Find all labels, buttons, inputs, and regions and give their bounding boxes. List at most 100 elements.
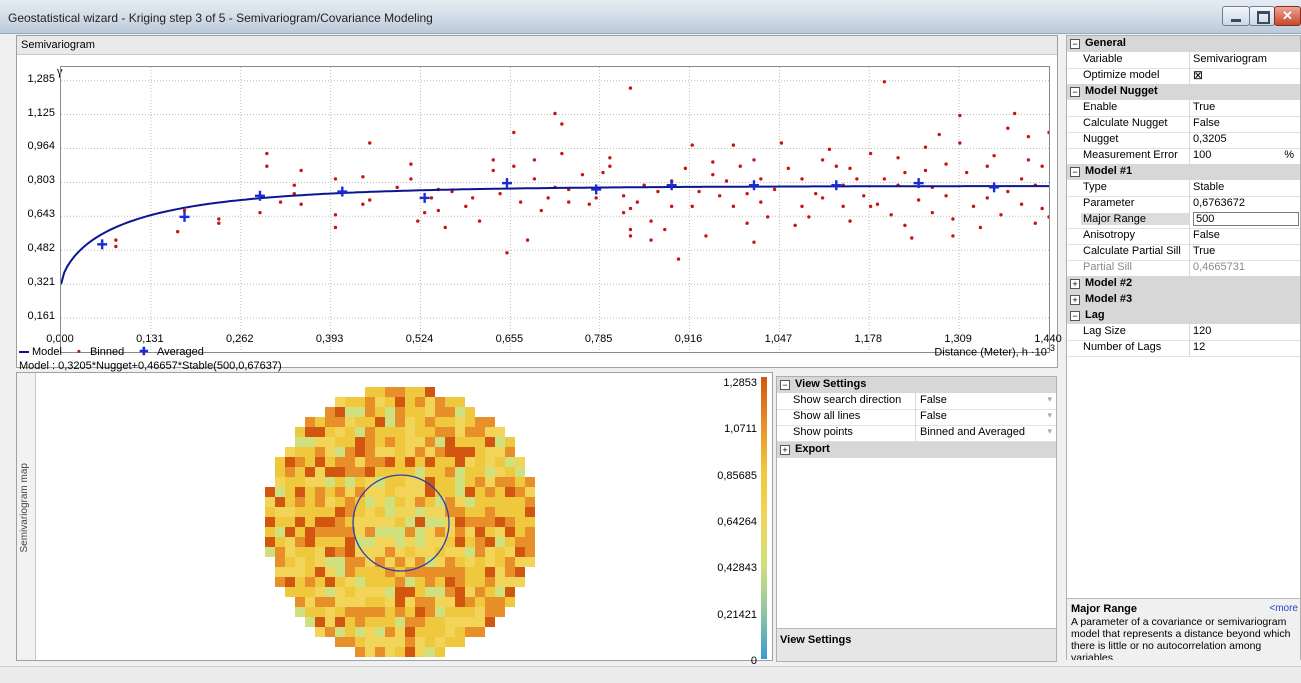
map-cell — [495, 517, 505, 527]
export-section[interactable]: + Export — [777, 442, 1056, 458]
binned-point — [676, 257, 681, 261]
property-row[interactable]: Anisotropy False — [1067, 228, 1300, 245]
setting-value[interactable]: False — [920, 394, 947, 406]
binned-point — [395, 185, 399, 190]
semivariogram-map[interactable] — [36, 373, 736, 660]
property-row[interactable]: Variable Semivariogram — [1067, 52, 1300, 69]
map-cell — [395, 417, 405, 427]
setting-value[interactable]: Binned and Averaged — [920, 426, 1025, 438]
collapse-icon[interactable]: − — [1070, 311, 1080, 321]
binned-point — [820, 196, 825, 200]
close-button[interactable]: ✕ — [1274, 6, 1301, 26]
map-cell — [305, 467, 315, 477]
dropdown-arrow-icon[interactable]: ▾ — [1047, 426, 1052, 436]
map-cell — [415, 447, 425, 457]
binned-point — [800, 177, 804, 181]
minimize-button[interactable] — [1222, 6, 1250, 26]
property-value[interactable]: False — [1193, 229, 1220, 241]
property-row[interactable]: Type Stable — [1067, 180, 1300, 197]
property-value[interactable]: 100 — [1193, 149, 1212, 161]
property-value[interactable]: 0,3205 — [1193, 133, 1227, 145]
semivariogram-plot[interactable] — [60, 66, 1050, 353]
collapse-icon[interactable]: − — [1070, 39, 1080, 49]
map-cell — [445, 537, 455, 547]
property-value[interactable]: Stable — [1193, 181, 1225, 193]
map-cell — [435, 427, 445, 437]
property-row[interactable]: Calculate Partial Sill True — [1067, 244, 1300, 261]
property-row[interactable]: Enable True — [1067, 100, 1300, 117]
map-cell — [295, 477, 305, 487]
property-value[interactable]: Semivariogram — [1193, 53, 1267, 65]
property-row[interactable]: Number of Lags 12 — [1067, 340, 1300, 357]
expand-icon[interactable]: + — [1070, 279, 1080, 289]
property-section[interactable]: + Model #3 — [1067, 292, 1300, 308]
binned-point — [834, 164, 839, 168]
property-row[interactable]: Optimize model ⊠ — [1067, 68, 1300, 85]
color-scale-label: 0 — [750, 654, 757, 667]
view-setting-row[interactable]: Show points Binned and Averaged ▾ — [777, 425, 1056, 442]
dropdown-arrow-icon[interactable]: ▾ — [1047, 410, 1052, 420]
view-settings-section[interactable]: − View Settings — [777, 377, 1056, 393]
property-row[interactable]: Nugget 0,3205 — [1067, 132, 1300, 149]
property-value[interactable]: 120 — [1193, 325, 1212, 337]
property-value[interactable]: 12 — [1193, 341, 1206, 353]
property-section[interactable]: − Model Nugget — [1067, 84, 1300, 100]
map-cell — [385, 387, 395, 397]
dropdown-arrow-icon[interactable]: ▾ — [1047, 394, 1052, 404]
expand-icon[interactable]: + — [780, 445, 790, 455]
property-value[interactable]: 0,6763672 — [1193, 197, 1245, 209]
collapse-icon[interactable]: − — [1070, 87, 1080, 97]
map-cell — [485, 547, 495, 557]
map-cell — [495, 587, 505, 597]
property-section[interactable]: − Lag — [1067, 308, 1300, 324]
binned-point — [621, 194, 626, 198]
map-cell — [365, 497, 375, 507]
optimize-model-icon[interactable]: ⊠ — [1193, 68, 1204, 82]
collapse-icon[interactable]: − — [1070, 167, 1080, 177]
setting-value[interactable]: False — [920, 410, 947, 422]
map-cell — [515, 497, 525, 507]
property-value[interactable]: True — [1193, 245, 1216, 257]
map-cell — [385, 487, 395, 497]
property-row[interactable]: Lag Size 120 — [1067, 324, 1300, 341]
map-cell — [305, 447, 315, 457]
map-cell — [485, 557, 495, 567]
map-cell — [415, 417, 425, 427]
view-setting-row[interactable]: Show all lines False ▾ — [777, 409, 1056, 426]
map-cell — [505, 527, 515, 537]
x-tick-label: 0,655 — [495, 333, 524, 345]
help-more-link[interactable]: <more — [1269, 603, 1298, 614]
maximize-button[interactable] — [1249, 6, 1275, 26]
map-cell — [395, 547, 405, 557]
map-cell — [365, 517, 375, 527]
map-cell — [325, 447, 335, 457]
view-setting-row[interactable]: Show search direction False ▾ — [777, 393, 1056, 410]
property-value[interactable]: False — [1193, 117, 1220, 129]
property-section[interactable]: + Model #2 — [1067, 276, 1300, 292]
x-tick-label: 0,262 — [225, 333, 254, 345]
map-cell — [495, 597, 505, 607]
map-cell — [305, 617, 315, 627]
map-cell — [465, 457, 475, 467]
chart-legend: Model • Binned ✚ Averaged — [19, 345, 216, 358]
property-value[interactable]: 0,4665731 — [1193, 261, 1245, 273]
property-row[interactable]: Measurement Error 100% — [1067, 148, 1300, 165]
property-row[interactable]: Parameter 0,6763672 — [1067, 196, 1300, 213]
property-row[interactable]: Major Range 500 — [1067, 212, 1300, 229]
collapse-icon[interactable]: − — [780, 380, 790, 390]
property-row[interactable]: Partial Sill 0,4665731 — [1067, 260, 1300, 277]
property-row[interactable]: Calculate Nugget False — [1067, 116, 1300, 133]
map-cell — [465, 437, 475, 447]
property-value[interactable]: 500 — [1193, 212, 1299, 226]
binned-point — [470, 196, 475, 200]
map-cell — [355, 527, 365, 537]
property-section[interactable]: − Model #1 — [1067, 164, 1300, 180]
map-cell — [415, 467, 425, 477]
map-cell — [385, 627, 395, 637]
expand-icon[interactable]: + — [1070, 295, 1080, 305]
map-cell — [385, 477, 395, 487]
property-label: Optimize model — [1083, 69, 1160, 81]
map-cell — [335, 517, 345, 527]
property-section[interactable]: − General — [1067, 36, 1300, 52]
property-value[interactable]: True — [1193, 101, 1216, 113]
